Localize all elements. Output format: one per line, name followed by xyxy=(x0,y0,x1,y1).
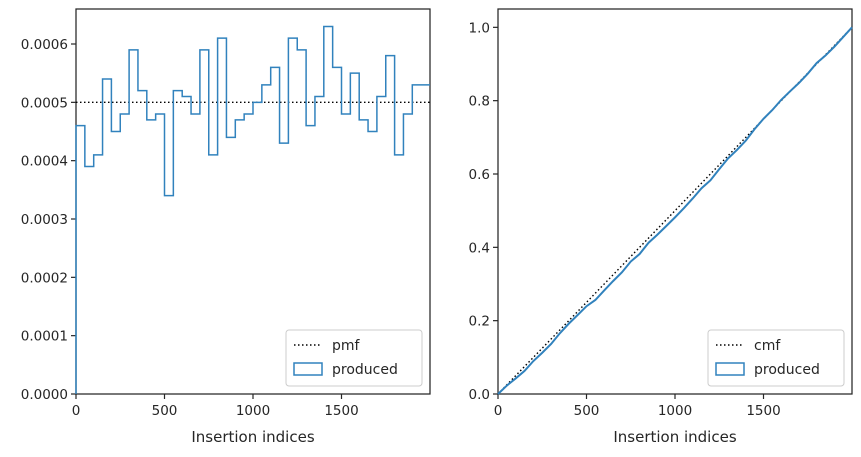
left-series xyxy=(75,25,430,394)
right-chart-panel: 0 500 1000 1500 0.0 0.2 0.4 0.6 0.8 1.0 Insertio… xyxy=(469,8,853,446)
right-x-axis-label: Insertion indices xyxy=(613,428,736,446)
x-tick-label: 1500 xyxy=(746,403,780,419)
x-tick-label: 0 xyxy=(72,403,81,419)
produced-histogram xyxy=(75,25,430,394)
left-x-ticks: 0 500 1000 1500 xyxy=(72,394,359,419)
y-tick-label: 0.0003 xyxy=(21,212,68,228)
x-tick-label: 1000 xyxy=(658,403,692,419)
x-tick-label: 1000 xyxy=(236,403,270,419)
right-series xyxy=(497,26,853,395)
y-tick-label: 0.8 xyxy=(469,94,490,110)
x-tick-label: 500 xyxy=(574,403,600,419)
y-tick-label: 0.0004 xyxy=(21,154,68,170)
y-tick-label: 0.4 xyxy=(469,240,490,256)
left-legend: pmf produced xyxy=(285,329,423,387)
legend-produced-label: produced xyxy=(754,362,820,378)
left-x-axis-label: Insertion indices xyxy=(191,428,314,446)
y-tick-label: 0.0000 xyxy=(21,387,68,403)
legend-cmf-label: cmf xyxy=(754,338,781,354)
left-legend-box xyxy=(285,329,423,387)
y-tick-label: 0.0006 xyxy=(21,37,68,53)
right-legend: cmf produced xyxy=(707,329,845,387)
legend-produced-label: produced xyxy=(332,362,398,378)
right-y-ticks: 0.0 0.2 0.4 0.6 0.8 1.0 xyxy=(469,20,498,403)
x-tick-label: 1500 xyxy=(324,403,358,419)
y-tick-label: 0.0 xyxy=(469,387,490,403)
x-tick-label: 500 xyxy=(152,403,178,419)
left-y-ticks: 0.0000 0.0001 0.0002 0.0003 0.0004 0.0005 0.00… xyxy=(21,37,76,403)
y-tick-label: 0.2 xyxy=(469,314,490,330)
y-tick-label: 0.0002 xyxy=(21,270,68,286)
y-tick-label: 0.0001 xyxy=(21,329,68,345)
right-legend-box xyxy=(707,329,845,387)
produced-cumulative-line xyxy=(497,26,853,395)
y-tick-label: 1.0 xyxy=(469,20,490,36)
right-x-ticks: 0 500 1000 1500 xyxy=(494,394,781,419)
y-tick-label: 0.6 xyxy=(469,167,490,183)
legend-produced-swatch xyxy=(715,362,745,376)
legend-pmf-label: pmf xyxy=(332,338,361,354)
x-tick-label: 0 xyxy=(494,403,503,419)
left-chart-panel: 0 500 1000 1500 0.00000.00010.00020.00030.0… xyxy=(21,8,431,446)
y-tick-label: 0.0005 xyxy=(21,95,68,111)
legend-produced-swatch xyxy=(293,362,323,376)
